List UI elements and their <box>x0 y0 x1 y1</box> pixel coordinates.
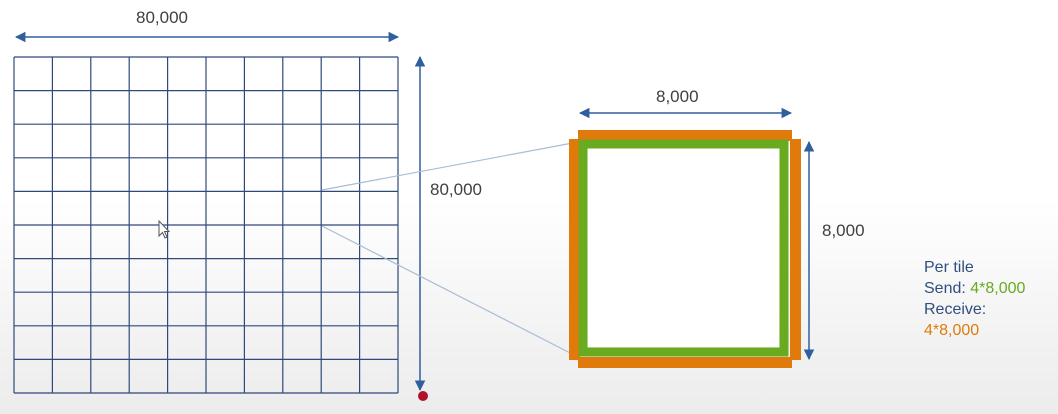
receive-label: Receive: <box>924 301 987 318</box>
send-label: Send: <box>924 280 966 297</box>
tile-height-label: 8,000 <box>822 221 865 240</box>
tile-width-label: 8,000 <box>656 87 699 106</box>
connector-line-top <box>321 141 579 191</box>
grid-height-label: 80,000 <box>430 180 482 199</box>
receive-border-left <box>569 139 580 360</box>
receive-border-top <box>578 130 792 141</box>
tile-interior <box>588 149 779 347</box>
send-value: 4*8,000 <box>970 280 1026 297</box>
grid <box>13 56 399 394</box>
mouse-cursor-icon <box>158 219 171 239</box>
connector-line-bottom <box>321 225 579 358</box>
grid-width-label: 80,000 <box>136 8 188 27</box>
receive-border-right <box>790 139 801 360</box>
send-border <box>578 139 789 357</box>
receive-value: 4*8,000 <box>924 322 980 339</box>
send-note: Send: 4*8,000 <box>924 278 1025 299</box>
receive-border-bottom <box>578 357 792 368</box>
per-tile-heading: Per tile <box>924 259 974 276</box>
pointer-dot <box>418 391 428 401</box>
